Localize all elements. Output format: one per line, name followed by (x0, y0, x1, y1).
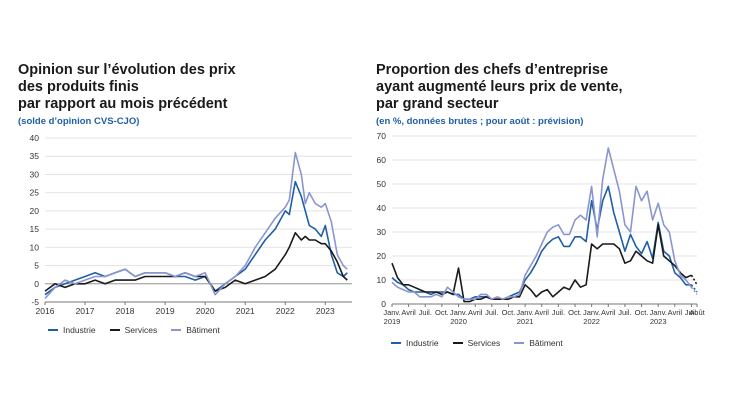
x-tick-label: Juil. (552, 308, 565, 317)
title-line: Proportion des chefs d’entreprise (376, 62, 609, 78)
title-line: par rapport au mois précédent (18, 96, 228, 112)
y-tick-label: 70 (377, 131, 387, 141)
y-tick-label: -5 (31, 297, 39, 307)
title-line: ayant augmenté leurs prix de vente, (376, 79, 623, 95)
legend-item-batiment: Bâtiment (514, 338, 563, 348)
chart-panel-right: Proportion des chefs d’entreprise ayant … (365, 0, 730, 410)
x-tick-label: Janv. (450, 308, 467, 317)
series-line-bâtiment (391, 147, 693, 300)
legend-item-batiment: Bâtiment (171, 325, 220, 335)
series-line-industrie (391, 185, 692, 300)
x-tick-label: 2017 (76, 306, 95, 316)
y-tick-label: 5 (34, 261, 39, 271)
legend-label: Industrie (63, 325, 96, 335)
legend-swatch (109, 329, 120, 331)
x-tick-label: 2021 (236, 306, 255, 316)
legend-swatch (514, 342, 525, 344)
y-tick-label: 40 (30, 133, 40, 143)
x-tick-label: Oct. (502, 308, 516, 317)
x-tick-label: Avril (535, 308, 550, 317)
x-tick-year-label: 2019 (384, 317, 401, 326)
x-tick-label: Juil. (485, 308, 498, 317)
x-tick-label: Avril (401, 308, 416, 317)
x-tick-label: Avril (468, 308, 483, 317)
series-forecast-services (690, 274, 698, 286)
x-tick-label: Avril (601, 308, 616, 317)
x-tick-label: Janv. (383, 308, 400, 317)
legend-label: Bâtiment (186, 325, 220, 335)
chart-panel-left: Opinion sur l’évolution des prix des pro… (18, 62, 352, 335)
x-tick-label: 2020 (196, 306, 215, 316)
y-tick-label: 10 (30, 242, 40, 252)
x-tick-label: Juil. (685, 308, 698, 317)
x-tick-label: 2023 (316, 306, 335, 316)
x-tick-label: Avril (668, 308, 683, 317)
legend-swatch (452, 342, 463, 344)
x-tick-label: Oct. (635, 308, 649, 317)
legend-swatch (171, 329, 182, 331)
x-tick-label: Oct. (568, 308, 582, 317)
y-tick-label: 25 (30, 188, 40, 198)
legend-item-services: Services (109, 325, 158, 335)
y-tick-label: 0 (381, 299, 386, 309)
x-tick-label: Oct. (435, 308, 449, 317)
title-line: par grand secteur (376, 96, 499, 112)
legend-swatch (48, 329, 58, 331)
x-tick-label: 2019 (156, 306, 175, 316)
chart-subtitle-right: (en %, données brutes ; pour août : prév… (376, 116, 584, 127)
line-chart-left: -5 0 5 10 15 20 25 30 35 40 2016 2017 2018 2019 2020 20… (30, 133, 352, 316)
y-tick-label: 20 (377, 251, 387, 261)
legend-swatch (391, 342, 401, 344)
chart-title-right: Proportion des chefs d’entreprise ayant … (376, 62, 623, 113)
x-tick-label: Juil. (618, 308, 631, 317)
y-tick-label: 60 (377, 155, 387, 165)
x-tick-year-label: 2021 (517, 317, 534, 326)
series-line-services (44, 232, 348, 292)
legend-item-industrie: Industrie (391, 338, 439, 348)
series-forecast-industrie (690, 284, 698, 293)
chart-subtitle-left: (solde d’opinion CVS-CJO) (18, 116, 140, 127)
legend-item-services: Services (452, 338, 501, 348)
series-line-services (391, 224, 692, 303)
x-tick-label: Janv. (516, 308, 533, 317)
title-line: des produits finis (18, 79, 139, 95)
y-tick-label: 20 (30, 206, 40, 216)
x-tick-label: 2018 (116, 306, 135, 316)
x-tick-label: Juil. (419, 308, 432, 317)
x-tick-label: Janv. (583, 308, 600, 317)
y-tick-label: 30 (30, 169, 40, 179)
legend-label: Services (124, 325, 158, 335)
series-line-bâtiment (44, 151, 348, 299)
y-tick-label: 10 (377, 275, 387, 285)
x-tick-label: 2022 (276, 306, 295, 316)
title-line: Opinion sur l’évolution des prix (18, 62, 236, 78)
x-tick-year-label: 2022 (583, 317, 600, 326)
series-forecast-bâtiment (690, 286, 698, 295)
y-tick-label: 0 (34, 279, 39, 289)
x-tick-year-label: 2023 (650, 317, 667, 326)
y-tick-label: 50 (377, 179, 387, 189)
legend-left: Industrie Services Bâtiment (48, 325, 220, 335)
x-tick-year-label: 2020 (450, 317, 467, 326)
x-tick-label: Août (689, 308, 705, 317)
x-tick-label: 2016 (36, 306, 55, 316)
y-tick-label: 40 (377, 203, 387, 213)
y-tick-label: 35 (30, 151, 40, 161)
legend-label: Bâtiment (529, 338, 563, 348)
x-tick-label: Janv. (649, 308, 666, 317)
legend-label: Services (467, 338, 501, 348)
chart-title-left: Opinion sur l’évolution des prix des pro… (18, 62, 236, 113)
legend-label: Industrie (406, 338, 439, 348)
legend-right: Industrie Services Bâtiment (391, 338, 563, 348)
y-tick-label: 15 (30, 224, 40, 234)
legend-item-industrie: Industrie (48, 325, 96, 335)
y-tick-label: 30 (377, 227, 387, 237)
